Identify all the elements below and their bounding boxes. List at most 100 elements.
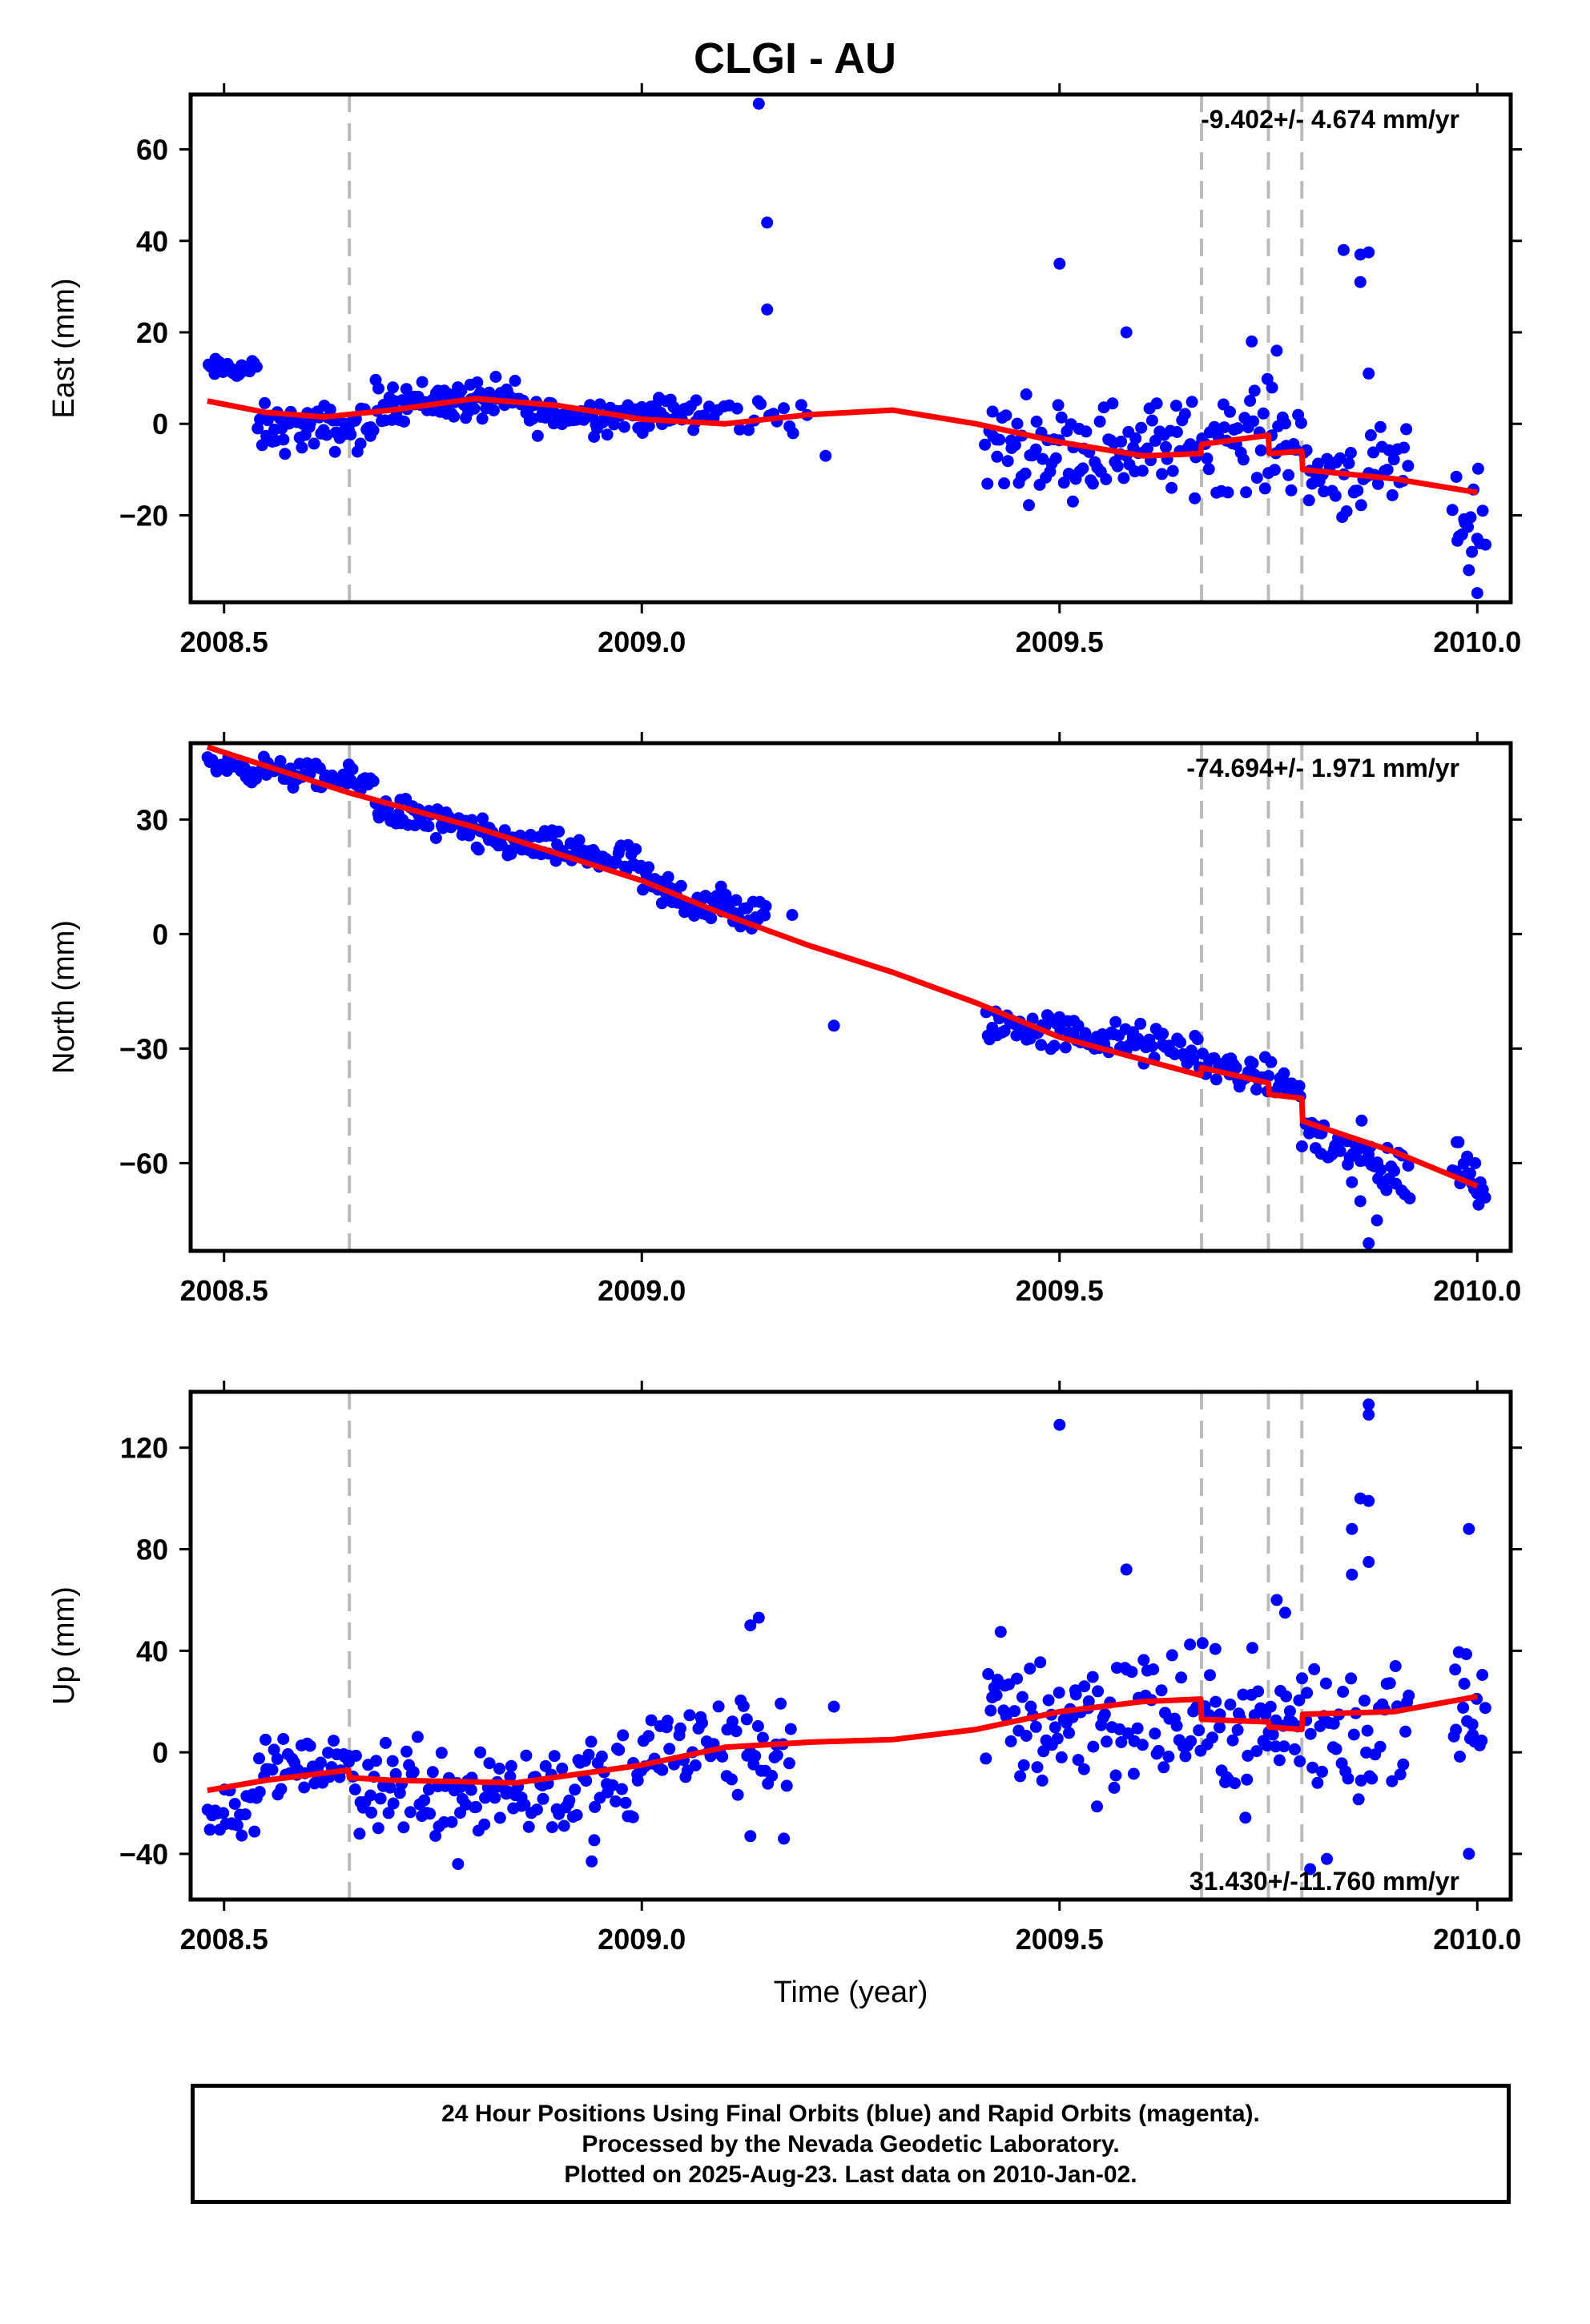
- data-point: [619, 1796, 632, 1809]
- data-point: [1352, 1793, 1365, 1806]
- data-point: [1141, 442, 1153, 455]
- data-point: [1049, 452, 1062, 464]
- data-point: [1375, 1164, 1387, 1176]
- data-point: [1055, 411, 1068, 424]
- data-point: [277, 433, 290, 446]
- data-point: [661, 1715, 674, 1727]
- data-point: [1367, 446, 1379, 459]
- data-point: [1031, 1761, 1044, 1774]
- data-point: [478, 1818, 491, 1831]
- data-point: [1137, 1654, 1150, 1667]
- y-tick-label: 0: [152, 918, 168, 951]
- data-point: [1156, 468, 1169, 480]
- data-point: [1285, 484, 1298, 497]
- data-point: [277, 1733, 290, 1745]
- data-point: [398, 415, 410, 428]
- data-point: [298, 1781, 311, 1794]
- x-tick-label: 2009.0: [598, 1274, 686, 1307]
- data-point: [367, 774, 380, 787]
- data-point: [1452, 1136, 1465, 1148]
- data-point: [1165, 481, 1178, 494]
- data-point: [630, 843, 642, 855]
- data-point: [1304, 1863, 1317, 1876]
- data-point: [827, 1700, 840, 1713]
- data-point: [1229, 1777, 1241, 1790]
- data-point: [778, 402, 790, 415]
- data-point: [407, 1766, 420, 1779]
- y-tick-label: −30: [119, 1032, 168, 1065]
- data-point: [1109, 1769, 1122, 1782]
- data-point: [1053, 1687, 1065, 1699]
- data-point: [1383, 1677, 1396, 1690]
- y-tick-label: 80: [136, 1534, 168, 1566]
- data-point: [328, 445, 341, 458]
- data-point: [1246, 1057, 1259, 1070]
- data-point: [348, 1783, 361, 1795]
- y-tick-label: 60: [136, 134, 168, 167]
- data-point: [1346, 1568, 1359, 1581]
- x-tick-label: 2009.5: [1016, 1923, 1104, 1956]
- data-point: [725, 1773, 738, 1786]
- data-point: [1208, 420, 1221, 433]
- data-point: [1008, 439, 1021, 452]
- data-point: [1086, 477, 1099, 490]
- plot-frame: [188, 741, 1513, 1253]
- data-point: [1387, 453, 1400, 466]
- data-point: [353, 1827, 366, 1840]
- data-point: [613, 1743, 626, 1756]
- data-point: [1077, 462, 1089, 475]
- data-point: [1037, 1745, 1050, 1758]
- data-point: [1244, 395, 1257, 407]
- data-point: [1327, 1717, 1340, 1730]
- data-point: [217, 1807, 230, 1819]
- data-point: [1019, 467, 1032, 480]
- y-tick-label: 30: [136, 803, 168, 836]
- model-line: [207, 396, 1478, 496]
- model-line: [207, 1693, 1478, 1794]
- data-point: [586, 1855, 598, 1868]
- data-point: [766, 1770, 779, 1782]
- data-point: [751, 1720, 764, 1732]
- data-point: [1246, 1642, 1258, 1655]
- data-point: [1463, 564, 1475, 577]
- data-point: [471, 376, 484, 388]
- data-point: [1036, 1774, 1049, 1787]
- data-point: [580, 1775, 593, 1787]
- data-point: [1476, 1669, 1489, 1681]
- data-point: [1278, 1067, 1290, 1080]
- data-point: [1125, 1666, 1138, 1679]
- data-point: [696, 1716, 708, 1729]
- data-point: [585, 1735, 598, 1748]
- data-point: [601, 428, 614, 441]
- data-point: [558, 1819, 570, 1832]
- data-point: [1371, 1214, 1383, 1227]
- data-point: [756, 1731, 769, 1744]
- data-point: [279, 448, 292, 460]
- data-point: [1100, 473, 1113, 485]
- data-point: [1004, 1735, 1017, 1747]
- data-point: [372, 382, 384, 395]
- data-point: [429, 1830, 442, 1842]
- x-tick-label: 2008.5: [180, 625, 268, 658]
- data-point: [663, 1743, 676, 1755]
- data-point: [1458, 1678, 1471, 1690]
- data-point: [1162, 1751, 1175, 1763]
- data-point: [522, 1820, 535, 1833]
- rate-label: 31.430+/-11.760 mm/yr: [1189, 1867, 1459, 1896]
- x-tick-label: 2009.5: [1016, 1274, 1104, 1307]
- data-point: [470, 1801, 482, 1813]
- data-point: [737, 1699, 750, 1712]
- data-point: [1051, 1732, 1064, 1745]
- data-point: [549, 854, 562, 867]
- data-point: [1265, 1055, 1278, 1068]
- data-point: [582, 1748, 595, 1761]
- data-point: [1304, 1727, 1317, 1740]
- data-point: [1359, 1695, 1371, 1707]
- data-point: [504, 1770, 517, 1783]
- data-point: [445, 1815, 458, 1828]
- data-point: [1403, 1689, 1415, 1702]
- data-point: [1150, 397, 1163, 410]
- data-point: [556, 1762, 569, 1775]
- data-point: [1346, 1176, 1359, 1188]
- data-point: [595, 1750, 608, 1763]
